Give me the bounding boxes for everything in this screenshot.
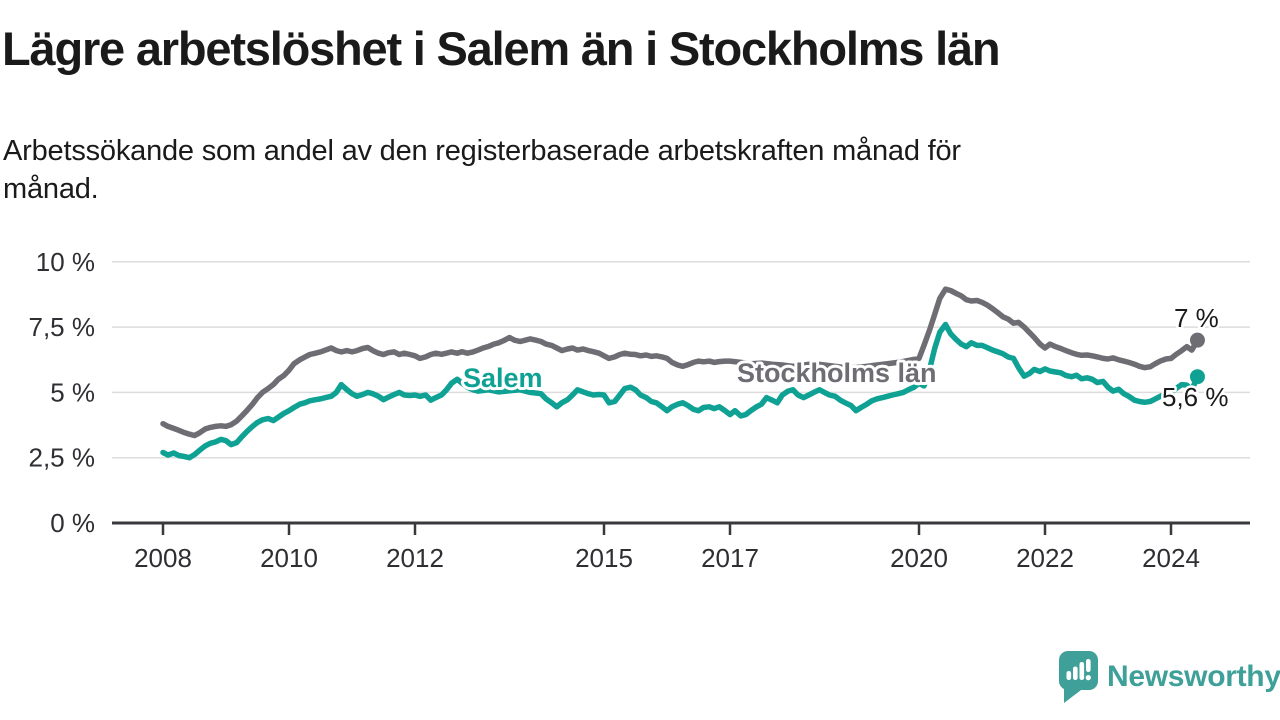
x-tick-label: 2010 <box>260 543 318 573</box>
annotation-layer: Stockholms län Salem 7 % 5,6 % <box>460 301 1231 415</box>
end-value-label: 5,6 % <box>1162 382 1229 412</box>
x-tick-label: 2017 <box>701 543 759 573</box>
logo-bubble <box>1059 651 1098 690</box>
x-tick-label: 2022 <box>1016 543 1074 573</box>
series-label-stockholms-län: Stockholms län <box>737 358 937 388</box>
y-tick-label: 2,5 % <box>29 443 96 473</box>
chart-subtitle: Arbetssökande som andel av den registerb… <box>3 132 1223 208</box>
y-tick-label: 0 % <box>50 508 95 538</box>
line-salem <box>160 321 1201 461</box>
end-dot <box>1189 332 1205 348</box>
series-label-salem: Salem <box>463 363 543 393</box>
newsworthy-logo: Newsworthy <box>1059 651 1280 703</box>
x-tick-label: 2008 <box>134 543 192 573</box>
x-tick-label: 2024 <box>1142 543 1200 573</box>
page-title: Lägre arbetslöshet i Salem än i Stockhol… <box>2 22 1001 75</box>
x-tick-label: 2012 <box>386 543 444 573</box>
end-dot <box>1189 369 1205 385</box>
x-tick-label: 2015 <box>575 543 633 573</box>
end-value-label: 7 % <box>1174 303 1219 333</box>
subtitle-line-2: månad. <box>3 173 99 205</box>
x-tick-label: 2020 <box>890 543 948 573</box>
y-tick-label: 10 % <box>36 247 95 277</box>
y-tick-label: 7,5 % <box>29 312 96 342</box>
line-stockholms-län <box>160 286 1201 439</box>
series-layer <box>160 286 1201 461</box>
grid-layer: 0 % 2,5 % 5 % 7,5 % 10 % 2008 2010 2012 2015 2017… <box>29 247 1250 573</box>
logo-bars-icon <box>1066 659 1091 681</box>
y-tick-label: 5 % <box>50 377 95 407</box>
subtitle-line-1: Arbetssökande som andel av den registerb… <box>3 135 961 167</box>
logo-wordmark: Newsworthy <box>1107 660 1280 693</box>
